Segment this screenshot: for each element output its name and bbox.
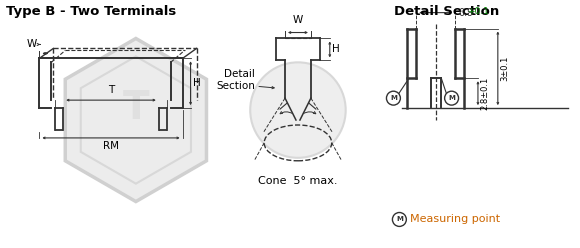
Text: +0.1: +0.1 [467,7,489,16]
Circle shape [386,91,400,105]
Circle shape [250,62,346,158]
Text: M: M [390,95,397,101]
Text: 2.8±0.1: 2.8±0.1 [480,77,489,110]
Text: Measuring point: Measuring point [410,215,501,224]
Text: M: M [396,217,403,222]
Text: Cone  5° max.: Cone 5° max. [258,176,338,186]
Text: Detail
Section: Detail Section [216,69,255,91]
Text: Detail Section: Detail Section [394,5,499,18]
Text: T: T [108,85,114,95]
Text: H: H [193,78,200,88]
Text: 0.9: 0.9 [458,8,473,18]
Circle shape [445,91,459,105]
Circle shape [393,213,407,226]
Text: M: M [448,95,455,101]
Text: 3±0.1: 3±0.1 [500,56,509,81]
Text: Type B - Two Terminals: Type B - Two Terminals [6,5,176,18]
Text: T: T [122,89,149,127]
Polygon shape [66,38,206,202]
Text: RM: RM [103,141,119,151]
Text: W: W [26,39,37,49]
Text: H: H [332,44,339,54]
Text: W: W [293,15,303,25]
